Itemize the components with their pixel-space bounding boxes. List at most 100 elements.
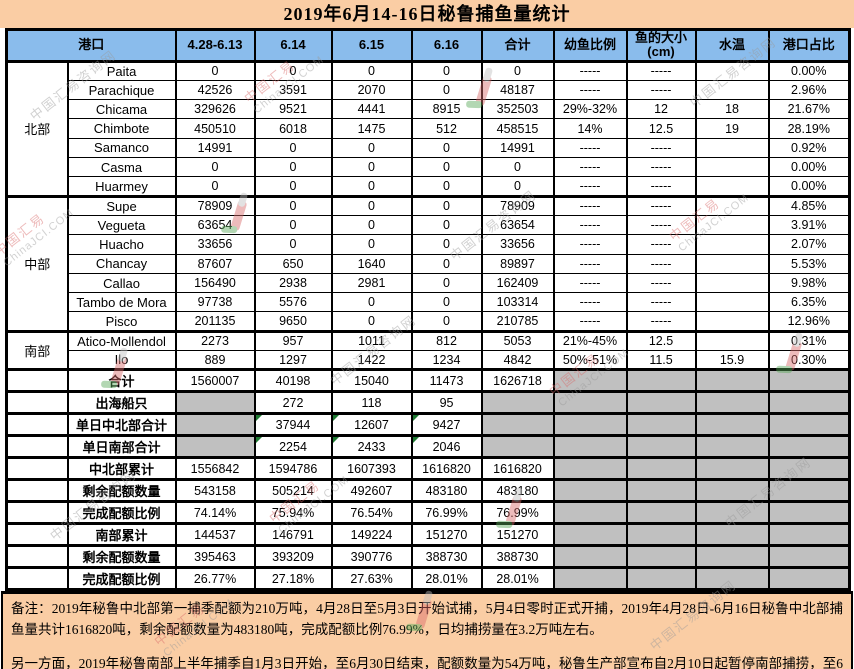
value-cell: 151270 — [480, 522, 555, 547]
value-cell: 42526 — [174, 79, 256, 101]
value-cell: 0 — [330, 292, 413, 313]
value-cell: 48187 — [480, 79, 555, 101]
value-cell — [694, 566, 770, 591]
value-cell: 0 — [480, 176, 555, 197]
value-cell: 0 — [174, 157, 256, 178]
value-cell: 1616820 — [480, 456, 555, 481]
value-cell: 33656 — [174, 234, 256, 255]
value-cell — [767, 390, 851, 415]
value-cell — [480, 412, 555, 437]
value-cell: 40198 — [253, 368, 333, 393]
value-cell: 3591 — [253, 79, 333, 101]
value-cell: 2938 — [253, 272, 333, 294]
notes-section: 备注：2019年秘鲁中北部第一捕季配额为210万吨，4月28日至5月3日开始试捕… — [1, 591, 853, 669]
value-cell: 0 — [253, 194, 333, 216]
value-cell: ----- — [552, 292, 628, 313]
value-cell: 812 — [410, 329, 483, 352]
value-cell: 543158 — [174, 478, 256, 503]
summary-row: 南部累计 144537 146791 149224 151270 151270 — [5, 522, 851, 547]
value-cell: 144537 — [174, 522, 256, 547]
region-cell-empty — [5, 500, 69, 525]
value-cell: 0 — [410, 234, 483, 255]
value-cell: 11473 — [410, 368, 483, 393]
column-header: 合计 — [480, 29, 555, 63]
value-cell: ----- — [625, 292, 697, 313]
value-cell: 146791 — [253, 522, 333, 547]
value-cell: 95 — [410, 390, 483, 415]
value-cell: 12.5 — [625, 329, 697, 352]
value-cell: ----- — [625, 253, 697, 274]
value-cell: ----- — [552, 214, 628, 236]
value-cell — [694, 311, 770, 332]
value-cell — [174, 434, 256, 459]
value-cell: 483180 — [410, 478, 483, 503]
region-cell-empty — [5, 544, 69, 569]
value-cell: ----- — [552, 157, 628, 178]
value-cell: 9650 — [253, 311, 333, 332]
port-cell: Paita — [66, 60, 177, 81]
value-cell — [552, 478, 628, 503]
value-cell: 33656 — [480, 234, 555, 255]
value-cell: 21%-45% — [552, 329, 628, 352]
summary-row: 剩余配额数量 543158 505214 492607 483180 483180 — [5, 478, 851, 503]
value-cell: 14991 — [174, 137, 256, 159]
value-cell — [552, 566, 628, 591]
value-cell: ----- — [625, 214, 697, 236]
port-cell: Chicama — [66, 99, 177, 120]
column-header: 6.15 — [330, 29, 413, 63]
value-cell: 0 — [480, 157, 555, 178]
region-cell-empty — [5, 566, 69, 591]
note-paragraph-1: 备注：2019年秘鲁中北部第一捕季配额为210万吨，4月28日至5月3日开始试捕… — [11, 601, 843, 637]
value-cell: ----- — [552, 234, 628, 255]
value-cell: ----- — [625, 311, 697, 332]
port-cell: Atico-Mollendol — [66, 329, 177, 352]
value-cell — [625, 500, 697, 525]
value-cell — [694, 176, 770, 197]
port-row: Chimbote 450510 6018 1475 512 458515 14% 12.5 19… — [7, 118, 851, 139]
region-cell: 中部 — [5, 194, 69, 332]
value-cell — [552, 500, 628, 525]
value-cell: 8915 — [410, 99, 483, 120]
port-row: Samanco 14991 0 0 0 14991 ----- ----- 0.92% — [7, 137, 851, 159]
value-cell: 29%-32% — [552, 99, 628, 120]
summary-label-cell: 中北部累计 — [66, 456, 177, 481]
value-cell: 352503 — [480, 99, 555, 120]
value-cell: 1297 — [253, 350, 333, 371]
value-cell — [480, 390, 555, 415]
column-header: 6.16 — [410, 29, 483, 63]
value-cell: 162409 — [480, 272, 555, 294]
value-cell: 0 — [330, 60, 413, 81]
summary-row: 中北部累计 1556842 1594786 1607393 1616820 1616820 — [5, 456, 851, 481]
value-cell: 0.31% — [767, 329, 851, 352]
value-cell: ----- — [625, 79, 697, 101]
value-cell — [625, 390, 697, 415]
region-cell: 北部 — [5, 60, 69, 197]
value-cell: 0 — [253, 137, 333, 159]
value-cell: 37944 — [253, 412, 333, 437]
value-cell — [480, 434, 555, 459]
value-cell: 0.00% — [767, 60, 851, 81]
column-header: 6.14 — [253, 29, 333, 63]
summary-label-cell: 剩余配额数量 — [66, 544, 177, 569]
summary-row: 完成配额比例 26.77% 27.18% 27.63% 28.01% 28.01% — [5, 566, 851, 591]
value-cell — [625, 478, 697, 503]
value-cell: 2.96% — [767, 79, 851, 101]
value-cell — [767, 478, 851, 503]
value-cell: 149224 — [330, 522, 413, 547]
value-cell: 4.85% — [767, 194, 851, 216]
value-cell: 390776 — [330, 544, 413, 569]
value-cell: 18 — [694, 99, 770, 120]
value-cell: 1626718 — [480, 368, 555, 393]
value-cell — [694, 194, 770, 216]
port-row: Huacho 33656 0 0 0 33656 ----- ----- 2.07% — [7, 234, 851, 255]
value-cell: 12607 — [330, 412, 413, 437]
port-row: Pisco 201135 9650 0 0 210785 ----- ----- 12.96% — [7, 311, 851, 332]
note-paragraph-2: 另一方面，2019年秘鲁南部上半年捕季自1月3日开始，至6月30日结束，配额数量… — [11, 655, 843, 669]
summary-label-cell: 合计 — [66, 368, 177, 393]
value-cell: 889 — [174, 350, 256, 371]
value-cell: 0 — [330, 157, 413, 178]
value-cell — [694, 157, 770, 178]
value-cell: ----- — [552, 253, 628, 274]
value-cell: 210785 — [480, 311, 555, 332]
value-cell — [625, 368, 697, 393]
